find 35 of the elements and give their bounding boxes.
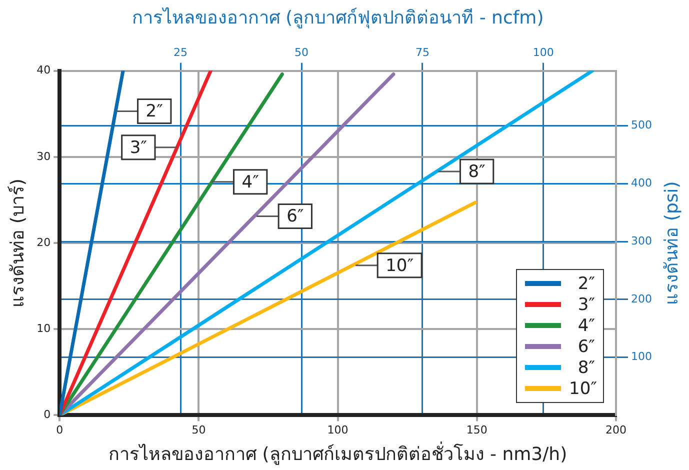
y-tick-label: 10 bbox=[36, 322, 51, 335]
y-axis-title: แรงดันท่อ (บาร์) bbox=[7, 178, 28, 308]
legend-label: 2″ bbox=[576, 274, 596, 294]
annotation: 8″ bbox=[468, 162, 486, 182]
legend-label: 8″ bbox=[576, 358, 596, 378]
x-tick-label: 0 bbox=[56, 424, 64, 437]
annotation: 4″ bbox=[242, 172, 259, 192]
annotation: 2″ bbox=[146, 102, 163, 122]
legend-label: 6″ bbox=[576, 336, 596, 357]
legend-label: 3″ bbox=[576, 294, 596, 315]
y2-tick-label: 500 bbox=[631, 118, 652, 132]
x2-tick-label: 100 bbox=[532, 46, 554, 60]
x-tick-label: 150 bbox=[466, 424, 488, 437]
x2-tick-label: 25 bbox=[174, 46, 188, 60]
y-tick-label: 30 bbox=[36, 150, 51, 163]
y2-axis-title: แรงดันท่อ (psi) bbox=[662, 181, 683, 305]
y2-tick-label: 400 bbox=[631, 176, 652, 190]
x2-tick-label: 50 bbox=[294, 46, 309, 60]
y2-tick-label: 200 bbox=[631, 292, 652, 306]
legend-label: 4″ bbox=[576, 316, 596, 336]
y2-tick-label: 300 bbox=[631, 234, 652, 248]
x-tick-label: 200 bbox=[606, 424, 627, 437]
legend-label: 10″ bbox=[569, 378, 597, 399]
y-tick-label: 0 bbox=[44, 408, 51, 422]
annotation: 6″ bbox=[286, 206, 304, 227]
y-tick-label: 20 bbox=[36, 236, 51, 249]
annotation: 10″ bbox=[386, 256, 414, 276]
x2-axis-title: การไหลของอากาศ (ลูกบาศก์ฟุตปกติต่อนาที - ncfm) bbox=[132, 6, 544, 28]
x2-tick-label: 75 bbox=[415, 46, 430, 60]
x-tick-label: 50 bbox=[192, 424, 206, 437]
y2-tick-label: 100 bbox=[631, 350, 652, 364]
y-tick-label: 40 bbox=[36, 64, 51, 77]
x-axis-title: การไหลของอากาศ (ลูกบาศก์เมตรปกติต่อชั่วโมง - nm3/h) bbox=[108, 440, 568, 465]
x-tick-label: 100 bbox=[327, 424, 348, 437]
annotation: 3″ bbox=[130, 138, 147, 158]
